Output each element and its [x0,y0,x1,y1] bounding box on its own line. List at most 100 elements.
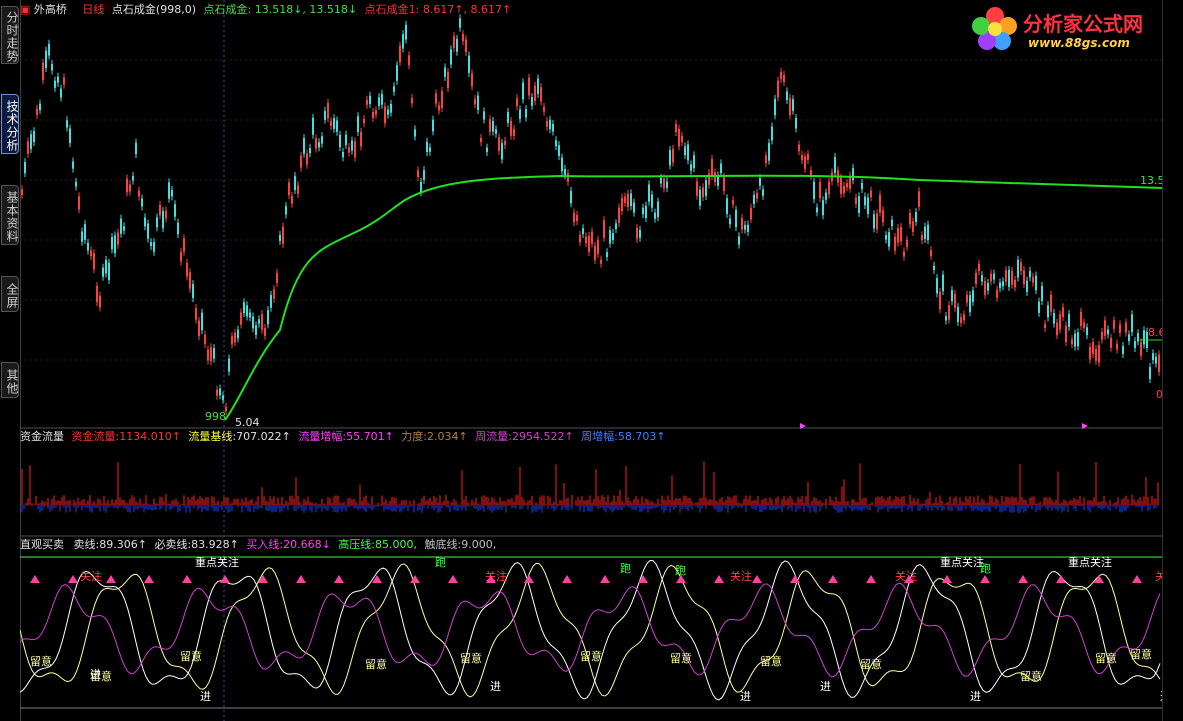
candle-body [117,232,119,245]
nav-arrow-icon [800,423,806,429]
candle-body [273,289,275,299]
candle-body [798,144,800,152]
buy-arrow-icon [980,575,990,583]
candle-body [576,214,578,222]
candle-body [543,106,545,112]
candle-body [291,195,293,204]
candle-body [597,239,599,254]
chart-area[interactable]: 13.5188.6175.049980重点关注重点关注重点关注关注关注关注关注关… [20,0,1163,721]
candle-body [309,148,311,154]
candle-body [66,120,68,128]
candle-body [1119,324,1121,333]
candle-body [918,191,920,207]
tab-technical[interactable]: 技术分析 [1,94,19,154]
must-sell-line [20,559,1161,701]
candle-body [1023,270,1025,285]
candle-body [579,234,581,243]
right-scrollbar[interactable] [1162,0,1183,721]
candle-body [954,293,956,308]
candle-body [312,117,314,135]
last-price-label: 8.617 [1148,326,1163,339]
candle-body [1155,356,1157,364]
candle-body [759,177,761,186]
candle-body [816,207,818,213]
candle-body [1008,269,1010,287]
candle-body [642,207,644,215]
candle-body [114,235,116,254]
kline-chart[interactable]: 13.5188.6175.049980重点关注重点关注重点关注关注关注关注关注关… [20,0,1163,721]
candle-body [480,137,482,143]
candle-body [672,148,674,163]
candle-body [30,134,32,150]
candle-body [735,209,737,228]
enter-tag: 进 [740,690,751,703]
candle-body [840,177,842,195]
candle-body [573,212,575,223]
candle-body [141,198,143,207]
price-panel-header: ▣ 外高桥 日线 点石成金(998,0) 点石成金: 13.518↓, 13.5… [20,3,511,17]
buy-arrow-icon [486,575,496,583]
candle-body [825,192,827,200]
period-label[interactable]: 日线 [82,3,105,16]
candle-body [147,223,149,239]
candle-body [822,200,824,216]
candle-body [933,265,935,270]
candle-body [612,233,614,241]
candle-body [939,291,941,310]
low-price-label: 5.04 [235,416,260,429]
focus-tag: 重点关注 [940,555,984,569]
candle-body [456,38,458,52]
candle-body [165,210,167,219]
candle-body [1062,307,1064,317]
candle-body [1149,367,1151,380]
candle-body [990,273,992,282]
candle-body [1122,346,1124,354]
candle-body [1029,270,1031,278]
candle-body [321,136,323,144]
candle-body [963,314,965,321]
candle-body [1065,325,1067,342]
candle-body [189,272,191,289]
buy-arrow-icon [1094,575,1104,583]
candle-body [732,200,734,205]
candle-body [1083,322,1085,329]
candle-body [804,156,806,169]
candle-body [255,325,257,336]
candle-body [624,196,626,203]
candle-body [1107,329,1109,335]
candle-body [363,118,365,124]
candle-body [783,74,785,83]
candle-body [594,245,596,261]
candle-body [675,124,677,132]
focus-tag: 重点关注 [1068,555,1112,569]
candle-body [495,129,497,134]
candle-body [333,118,335,129]
candle-body [531,96,533,106]
candle-body [720,163,722,174]
candle-body [1053,312,1055,324]
candle-body [462,33,464,42]
tab-other[interactable]: 其他 [1,362,19,398]
candle-body [504,140,506,145]
candle-body [1125,322,1127,333]
candle-body [780,71,782,79]
candle-body [153,242,155,252]
candle-body [819,181,821,199]
candle-body [1143,330,1145,345]
candle-body [285,206,287,215]
candle-body [453,36,455,49]
tab-fullscreen[interactable]: 全屏 [1,276,19,312]
candle-body [951,290,953,302]
candle-body [651,194,653,208]
candle-body [261,313,263,330]
tab-timeshare[interactable]: 分时走势 [1,6,19,64]
buy-arrow-icon [1018,575,1028,583]
candle-body [975,272,977,284]
candle-body [123,226,125,231]
candle-body [486,147,488,152]
candle-body [1047,305,1049,318]
candle-body [1074,333,1076,347]
candle-body [162,211,164,229]
candle-body [600,259,602,264]
tab-fundamentals[interactable]: 基本资料 [1,185,19,245]
